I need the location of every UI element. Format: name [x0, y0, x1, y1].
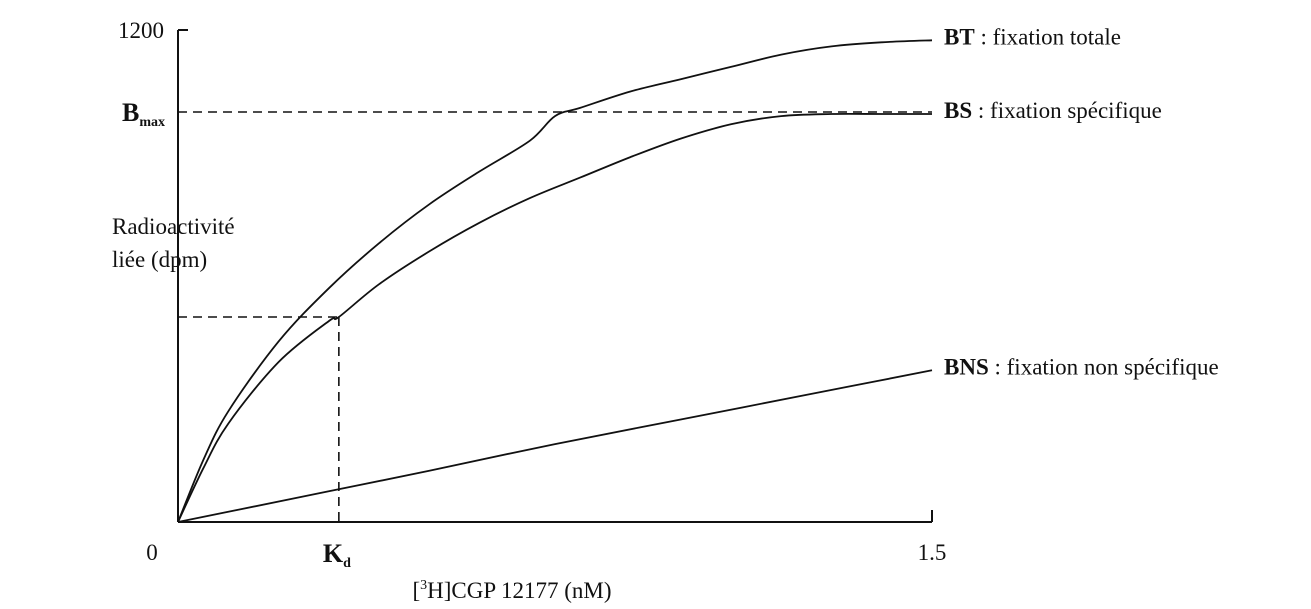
x-axis-label-superscript: 3: [420, 578, 427, 593]
kd-main: K: [323, 539, 344, 568]
x-axis-label-bracket: [: [412, 578, 420, 603]
legend-description-bs: : fixation spécifique: [972, 98, 1162, 123]
legend-code-bs: BS: [944, 98, 972, 123]
y-tick-label: 1200: [118, 18, 164, 43]
x-axis-label: [3H]CGP 12177 (nM): [412, 578, 611, 603]
series-line-bs: [177, 112, 932, 523]
bmax-main: B: [122, 98, 139, 127]
x-axis-label-rest: H]CGP 12177 (nM): [427, 578, 611, 603]
x-tick-label: 0: [146, 540, 158, 565]
legend-label-bns: BNS : fixation non spécifique: [944, 354, 1219, 379]
bmax-sub: max: [139, 115, 165, 130]
series-line-bns: [177, 369, 933, 523]
series-line-bt: [177, 39, 933, 523]
legend-description-bns: : fixation non spécifique: [989, 354, 1219, 379]
legend-description-bt: : fixation totale: [975, 24, 1121, 49]
y-axis-label-line2: liée (dpm): [112, 247, 207, 272]
legend-code-bns: BNS: [944, 354, 989, 379]
legend-label-bs: BS : fixation spécifique: [944, 98, 1162, 123]
x-tick-label: 1.5: [918, 540, 947, 565]
kd-sub: d: [343, 556, 351, 571]
bmax-label: Bmax: [122, 98, 165, 130]
legend-code-bt: BT: [944, 24, 975, 49]
y-axis-label-line1: Radioactivité: [112, 214, 235, 239]
legend-label-bt: BT : fixation totale: [944, 24, 1121, 49]
kd-label: Kd: [323, 539, 351, 571]
